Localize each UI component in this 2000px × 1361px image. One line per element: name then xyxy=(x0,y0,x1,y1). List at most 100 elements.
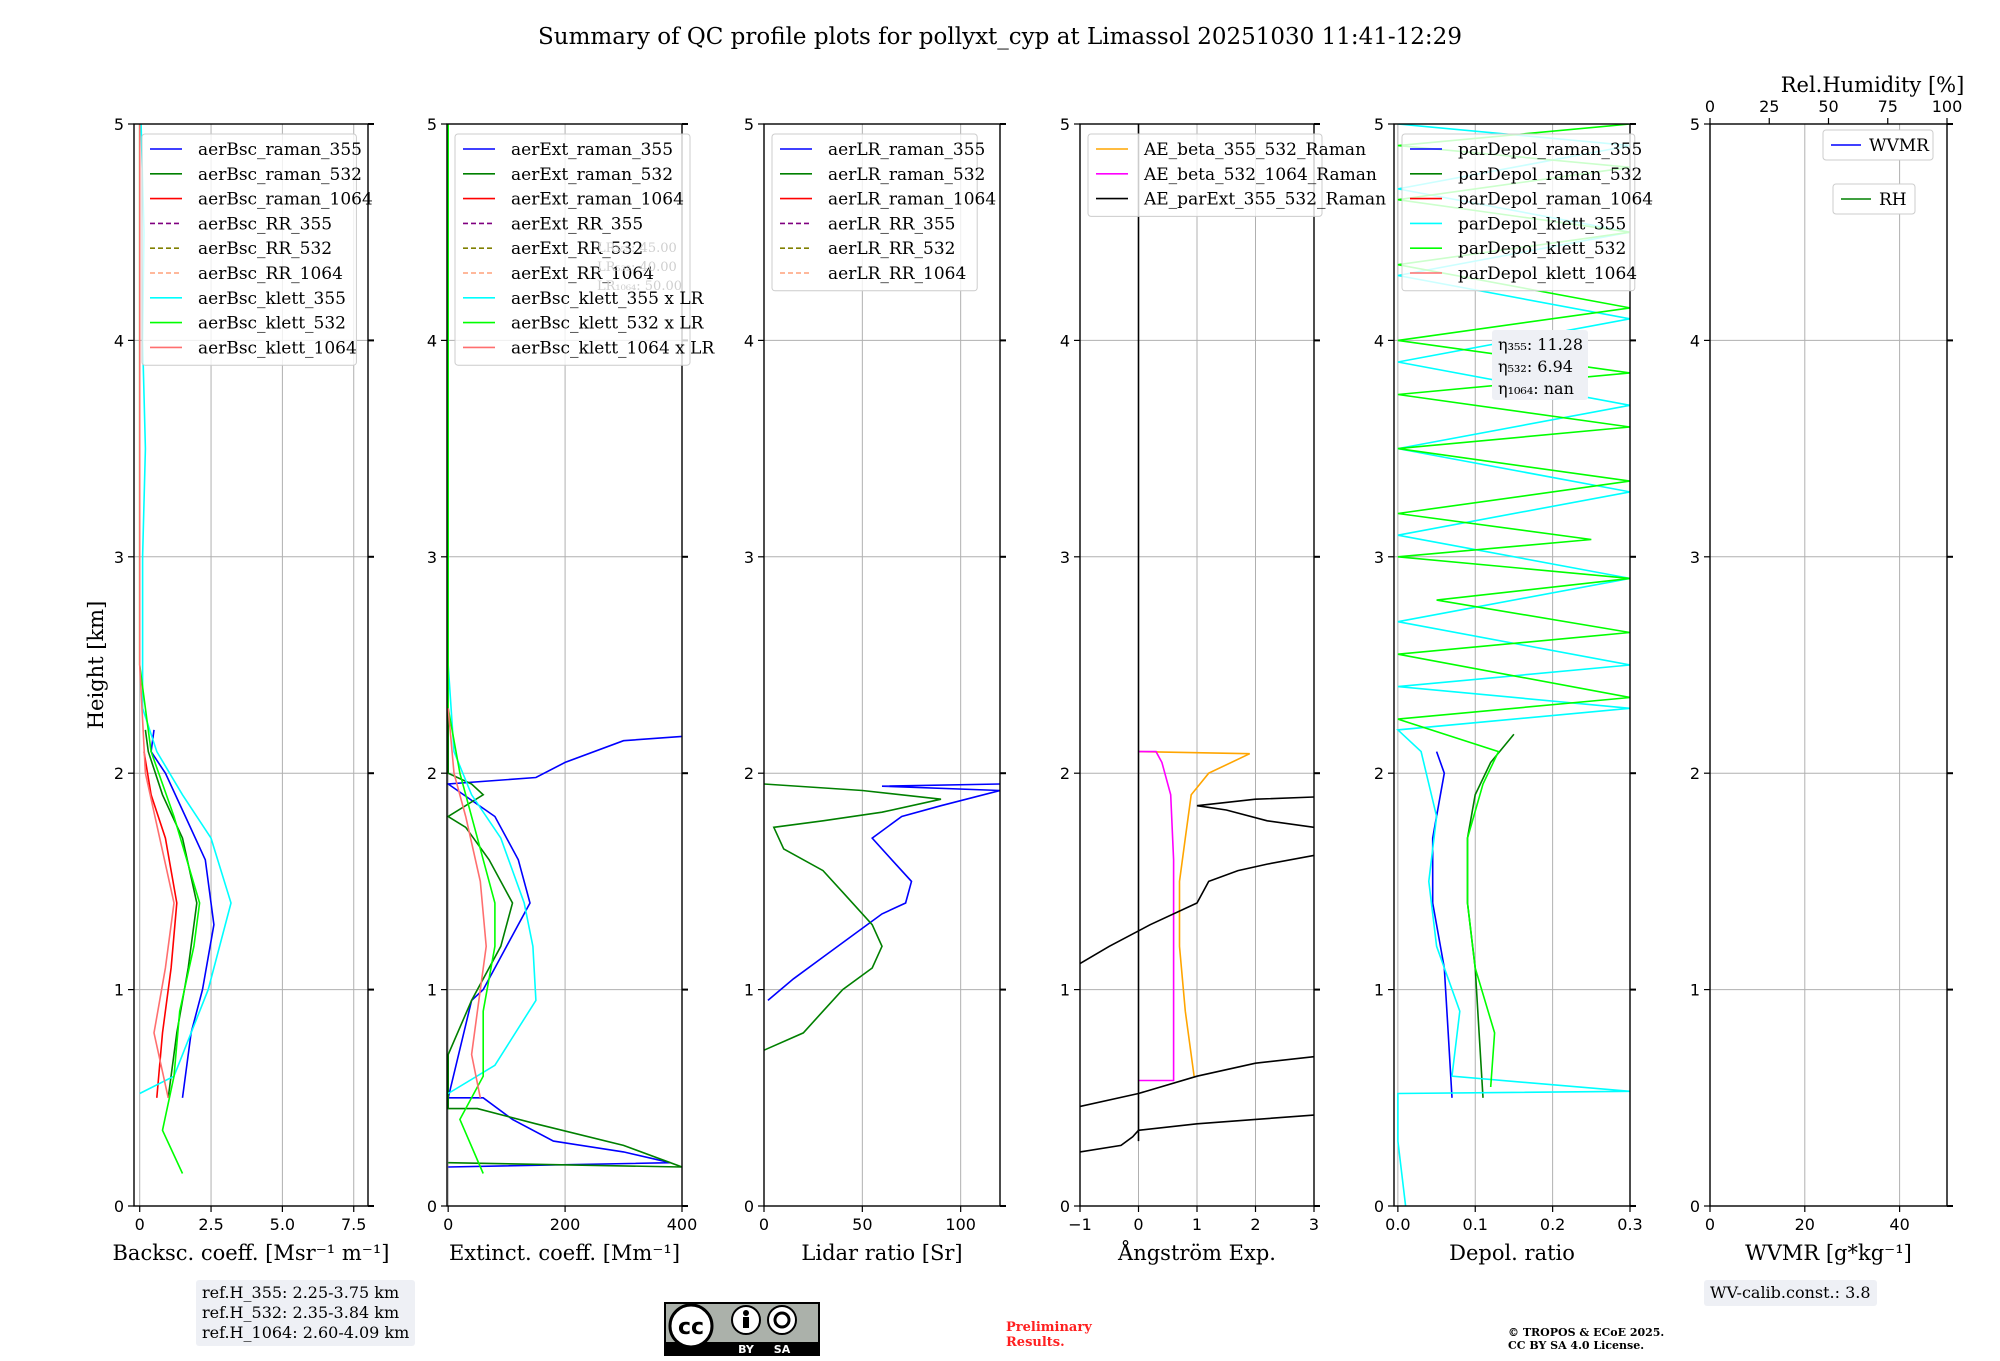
legend-entry-aerLR_raman_532: aerLR_raman_532 xyxy=(780,165,985,185)
xtick-label-2: 40 xyxy=(1889,1215,1909,1234)
series-line-AE_beta_532_1064_Raman xyxy=(1138,750,1175,1082)
ytick-label-1: 1 xyxy=(114,981,124,1000)
xtick-label-2: 0.2 xyxy=(1540,1215,1565,1234)
legend-depol: parDepol_raman_355 parDepol_raman_532 parD… xyxy=(1401,133,1653,292)
legend-entry-aerBsc_RR_532: aerBsc_RR_532 xyxy=(150,239,332,259)
eta-annotation-1: η₅₃₂: 6.94 xyxy=(1498,357,1573,376)
xtick-label-3: 2 xyxy=(1250,1215,1260,1234)
legend-entry-aerBsc_RR_355: aerBsc_RR_355 xyxy=(150,214,332,234)
legend-label: aerLR_RR_532 xyxy=(828,239,955,259)
legend-lr: aerLR_raman_355 aerLR_raman_532 aerLR_rama… xyxy=(771,133,996,292)
preliminary-line-2: Results. xyxy=(1006,1335,1065,1350)
legend-entry-aerBsc_raman_355: aerBsc_raman_355 xyxy=(150,140,362,160)
ytick-label-0: 0 xyxy=(427,1197,437,1216)
yaxis-label: Height [km] xyxy=(84,601,108,730)
series-line-aerBsc_raman_355 xyxy=(150,729,215,1098)
ytick-label-4: 4 xyxy=(1690,331,1700,350)
legend-entry-parDepol_raman_1064: parDepol_raman_1064 xyxy=(1410,190,1653,210)
legend-entry-aerExt_raman_355: aerExt_raman_355 xyxy=(463,140,673,160)
legend-entry-parDepol_raman_532: parDepol_raman_532 xyxy=(1410,165,1642,185)
legend-label: parDepol_klett_532 xyxy=(1458,239,1626,259)
ytick-label-2: 2 xyxy=(427,764,437,783)
legend-label: aerExt_raman_1064 xyxy=(511,190,684,210)
top-tick-label-3: 75 xyxy=(1878,97,1898,116)
legend-label: aerBsc_klett_1064 x LR xyxy=(511,338,715,358)
series-line-parDepol_raman_532 xyxy=(1466,733,1515,1098)
xtick-label-0: 0 xyxy=(443,1215,453,1234)
xtick-label-4: 3 xyxy=(1309,1215,1319,1234)
xtick-label-3: 0.3 xyxy=(1617,1215,1642,1234)
ytick-label-0: 0 xyxy=(1374,1197,1384,1216)
legend-label: AE_beta_355_532_Raman xyxy=(1143,140,1366,160)
legend-entry-aerBsc_klett_1064 x LR: aerBsc_klett_1064 x LR xyxy=(463,338,715,358)
ytick-label-3: 3 xyxy=(1374,548,1384,567)
axes-frame-wv xyxy=(1709,123,1948,1207)
legend-entry-parDepol_klett_355: parDepol_klett_355 xyxy=(1410,214,1626,234)
ytick-label-0: 0 xyxy=(744,1197,754,1216)
legend-label: aerExt_RR_532 xyxy=(511,239,643,259)
copyright-note: © TROPOS & ECoE 2025. CC BY SA 4.0 Licen… xyxy=(1508,1326,1664,1352)
xtick-label-2: 5.0 xyxy=(270,1215,295,1234)
xtick-label-3: 7.5 xyxy=(341,1215,366,1234)
series-line-aerBsc_raman_1064 xyxy=(143,751,178,1098)
series-line-AE_parExt_355_532_Raman_c xyxy=(1080,854,1314,965)
ytick-label-3: 3 xyxy=(427,548,437,567)
ytick-label-0: 0 xyxy=(1690,1197,1700,1216)
legend-entry-aerBsc_raman_1064: aerBsc_raman_1064 xyxy=(150,190,373,210)
xtick-label-2: 400 xyxy=(667,1215,698,1234)
legend-label: aerBsc_klett_532 x LR xyxy=(511,314,705,334)
lr-annotation-0: LR₃₅₅: 45.00 xyxy=(597,241,677,256)
ytick-label-0: 0 xyxy=(114,1197,124,1216)
series-line-aerExt_raman_355 xyxy=(447,735,682,1168)
top-axis-label: Rel.Humidity [%] xyxy=(1781,73,1965,97)
copyright-line-1: © TROPOS & ECoE 2025. xyxy=(1508,1326,1665,1339)
ref-height-355: ref.H_355: 2.25-3.75 km xyxy=(202,1283,400,1302)
series-line-aerBsc_klett_532 x LR xyxy=(447,124,496,1174)
legend-label: aerExt_RR_355 xyxy=(511,214,643,234)
xtick-label-1: 20 xyxy=(1795,1215,1815,1234)
wv-calib-box: WV-calib.const.: 3.8 xyxy=(1704,1280,1877,1306)
legend-entry-aerExt_RR_1064: aerExt_RR_1064 xyxy=(463,264,654,284)
legend-entry-AE_beta_532_1064_Raman: AE_beta_532_1064_Raman xyxy=(1096,165,1377,185)
ytick-label-4: 4 xyxy=(114,331,124,350)
legend-entry-RH: RH xyxy=(1832,183,1916,215)
panel-depol: 0.0 0.1 0.2 0.3 0 1 2 3 4 5 Depol. ratio parDepol_r… xyxy=(1374,115,1653,1265)
legend-entry-aerLR_raman_1064: aerLR_raman_1064 xyxy=(780,190,996,210)
legend-label: aerBsc_klett_355 xyxy=(198,289,346,309)
legend-bsc: aerBsc_raman_355 aerBsc_raman_532 aerBsc_r… xyxy=(141,133,373,366)
eta-box xyxy=(1492,330,1588,400)
legend-entry-WVMR: WVMR xyxy=(1822,129,1934,161)
ytick-label-5: 5 xyxy=(427,115,437,134)
legend-entry-parDepol_klett_1064: parDepol_klett_1064 xyxy=(1410,264,1637,284)
xtick-label-0: 0 xyxy=(135,1215,145,1234)
eta-annotation-2: η₁₀₆₄: nan xyxy=(1498,379,1574,398)
lr-annotation-2: LR₁₀₆₄: 50.00 xyxy=(597,279,682,294)
ref-height-1064: ref.H_1064: 2.60-4.09 km xyxy=(202,1323,410,1342)
legend-entry-aerExt_RR_532: aerExt_RR_532 xyxy=(463,239,643,259)
legend-label: parDepol_raman_355 xyxy=(1458,140,1642,160)
legend-entry-aerBsc_klett_532 x LR: aerBsc_klett_532 x LR xyxy=(463,314,705,334)
series-line-AE_parExt_355_532_Raman_d xyxy=(1196,796,1314,829)
ytick-label-2: 2 xyxy=(114,764,124,783)
ytick-label-4: 4 xyxy=(1374,331,1384,350)
xtick-label-0: 0 xyxy=(759,1215,769,1234)
ytick-label-4: 4 xyxy=(427,331,437,350)
legend-label: aerExt_raman_532 xyxy=(511,165,673,185)
copyright-line-2: CC BY SA 4.0 License. xyxy=(1508,1339,1645,1352)
panels: 0 2.5 5.0 7.5 0 1 2 3 4 5 Backsc. coeff. [Msr⁻¹ m⁻… xyxy=(84,73,1964,1265)
xtick-label-1: 2.5 xyxy=(198,1215,223,1234)
ytick-label-1: 1 xyxy=(427,981,437,1000)
series-group-lr xyxy=(764,783,1000,1051)
ytick-label-3: 3 xyxy=(744,548,754,567)
legend-label: aerBsc_raman_355 xyxy=(198,140,362,160)
series-line-AE_parExt_355_532_Raman_b xyxy=(1080,1055,1314,1108)
series-group-ae xyxy=(1080,124,1314,1153)
legend-entry-AE_parExt_355_532_Raman: AE_parExt_355_532_Raman xyxy=(1096,190,1386,210)
ytick-label-1: 1 xyxy=(1060,981,1070,1000)
series-group-ext xyxy=(447,124,682,1174)
ytick-label-5: 5 xyxy=(744,115,754,134)
legend-ae: AE_beta_355_532_Raman AE_beta_532_1064_Ra… xyxy=(1087,133,1386,217)
legend-box xyxy=(771,133,978,292)
ref-height-532: ref.H_532: 2.35-3.84 km xyxy=(202,1303,400,1322)
ytick-label-2: 2 xyxy=(744,764,754,783)
